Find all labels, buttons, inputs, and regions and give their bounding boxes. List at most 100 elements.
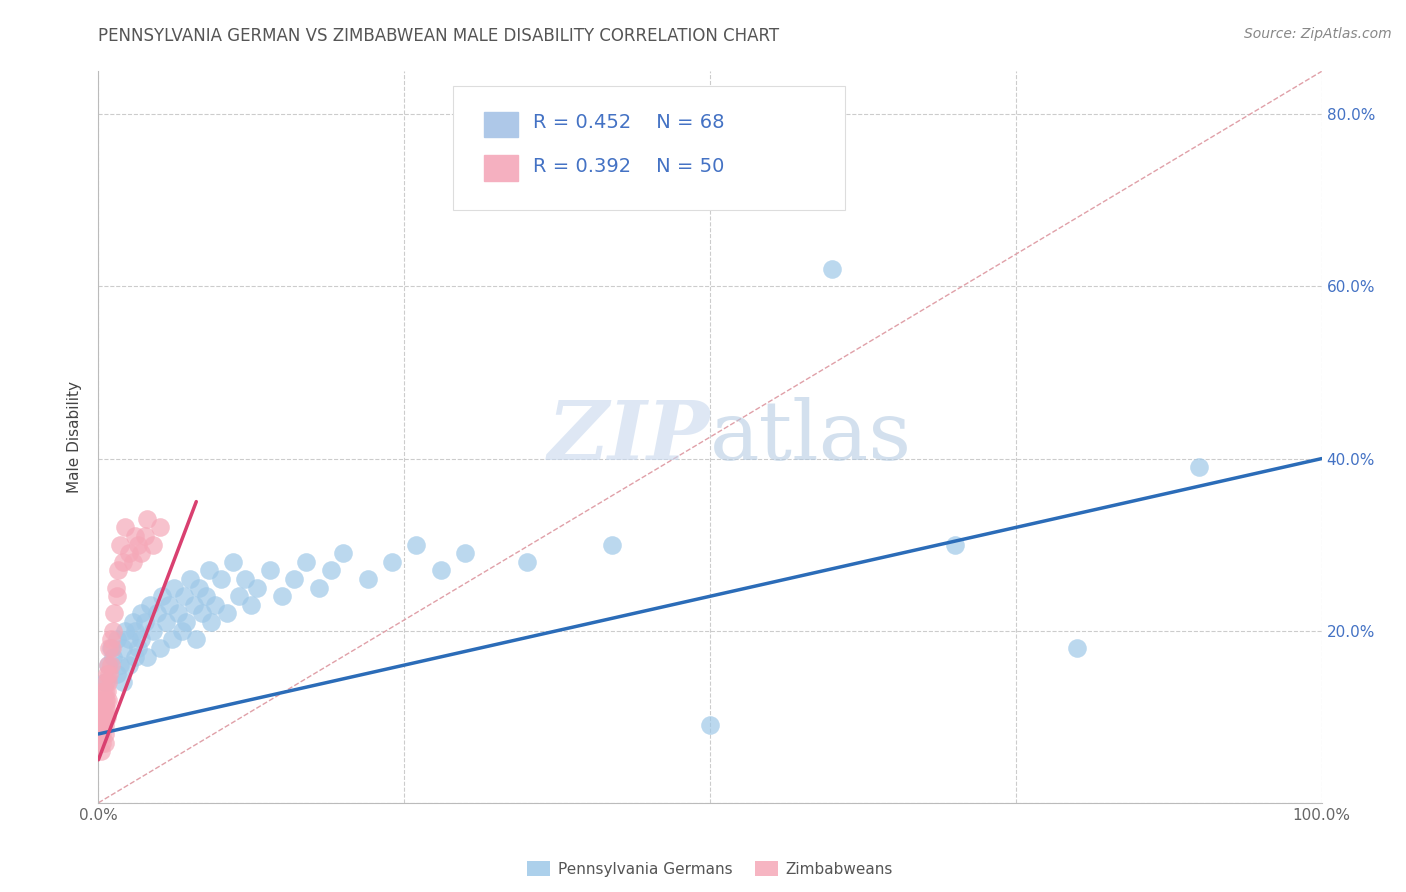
Point xyxy=(139,598,162,612)
Point xyxy=(134,529,156,543)
Point xyxy=(121,615,143,629)
Point xyxy=(173,589,195,603)
FancyBboxPatch shape xyxy=(484,112,517,137)
Point xyxy=(405,538,427,552)
Point xyxy=(118,546,141,560)
Point xyxy=(943,538,966,552)
Point xyxy=(129,546,152,560)
Point xyxy=(91,692,114,706)
Point xyxy=(94,692,117,706)
Point xyxy=(149,640,172,655)
Point xyxy=(515,555,537,569)
Point xyxy=(111,555,134,569)
Point xyxy=(699,718,721,732)
Point xyxy=(90,744,112,758)
Point xyxy=(93,710,115,724)
Point xyxy=(98,666,121,681)
Point xyxy=(93,701,115,715)
Point xyxy=(246,581,269,595)
Point xyxy=(118,658,141,673)
Point xyxy=(90,727,112,741)
Point xyxy=(179,572,201,586)
Point xyxy=(91,701,114,715)
Point xyxy=(93,727,115,741)
Point xyxy=(209,572,232,586)
Point xyxy=(176,615,198,629)
Point xyxy=(94,675,117,690)
Y-axis label: Male Disability: Male Disability xyxy=(67,381,83,493)
Legend: Pennsylvania Germans, Zimbabweans: Pennsylvania Germans, Zimbabweans xyxy=(520,855,900,883)
Point xyxy=(91,710,114,724)
Point xyxy=(91,710,114,724)
Point xyxy=(381,555,404,569)
Point xyxy=(97,675,120,690)
Point xyxy=(97,692,120,706)
Point xyxy=(157,598,180,612)
Point xyxy=(356,572,378,586)
Point xyxy=(142,538,165,552)
Point xyxy=(430,564,453,578)
Point xyxy=(454,546,477,560)
Point xyxy=(332,546,354,560)
Point xyxy=(240,598,263,612)
Point xyxy=(195,589,218,603)
Point xyxy=(107,564,129,578)
Point xyxy=(110,658,132,673)
Point xyxy=(200,615,222,629)
Point xyxy=(187,581,209,595)
Point xyxy=(204,598,226,612)
Point xyxy=(215,607,238,621)
Point xyxy=(155,615,177,629)
Text: Source: ZipAtlas.com: Source: ZipAtlas.com xyxy=(1244,27,1392,41)
Point xyxy=(124,529,146,543)
Text: R = 0.392    N = 50: R = 0.392 N = 50 xyxy=(533,157,724,176)
Point xyxy=(118,632,141,647)
Point xyxy=(129,607,152,621)
Point xyxy=(96,710,118,724)
Point xyxy=(233,572,256,586)
Point xyxy=(97,658,120,673)
Point xyxy=(97,658,120,673)
Point xyxy=(127,640,149,655)
Point xyxy=(149,520,172,534)
Point xyxy=(105,666,128,681)
Text: PENNSYLVANIA GERMAN VS ZIMBABWEAN MALE DISABILITY CORRELATION CHART: PENNSYLVANIA GERMAN VS ZIMBABWEAN MALE D… xyxy=(98,27,779,45)
Point xyxy=(136,512,159,526)
Point xyxy=(94,701,117,715)
Point xyxy=(114,520,136,534)
Point xyxy=(270,589,294,603)
Point xyxy=(319,564,342,578)
Point xyxy=(1188,460,1211,475)
Point xyxy=(91,701,114,715)
Point xyxy=(121,555,143,569)
Point xyxy=(105,632,128,647)
Point xyxy=(295,555,318,569)
Point xyxy=(104,581,127,595)
Point xyxy=(100,640,122,655)
Text: R = 0.452    N = 68: R = 0.452 N = 68 xyxy=(533,113,724,132)
Text: ZIP: ZIP xyxy=(547,397,710,477)
Point xyxy=(183,598,205,612)
Point xyxy=(91,718,114,732)
Point xyxy=(124,624,146,638)
Point xyxy=(170,624,193,638)
Point xyxy=(103,607,125,621)
Point xyxy=(93,675,115,690)
Point xyxy=(186,632,208,647)
Point xyxy=(110,538,132,552)
Point xyxy=(93,684,115,698)
Point xyxy=(308,581,330,595)
Point xyxy=(191,607,214,621)
Point xyxy=(100,632,122,647)
Point xyxy=(259,564,281,578)
Point xyxy=(150,589,173,603)
Point xyxy=(91,735,114,749)
FancyBboxPatch shape xyxy=(453,86,845,211)
Point xyxy=(91,718,114,732)
Point xyxy=(93,692,115,706)
Point xyxy=(124,649,146,664)
Point xyxy=(98,640,121,655)
Point xyxy=(96,666,118,681)
Point xyxy=(93,718,115,732)
Point xyxy=(142,624,165,638)
